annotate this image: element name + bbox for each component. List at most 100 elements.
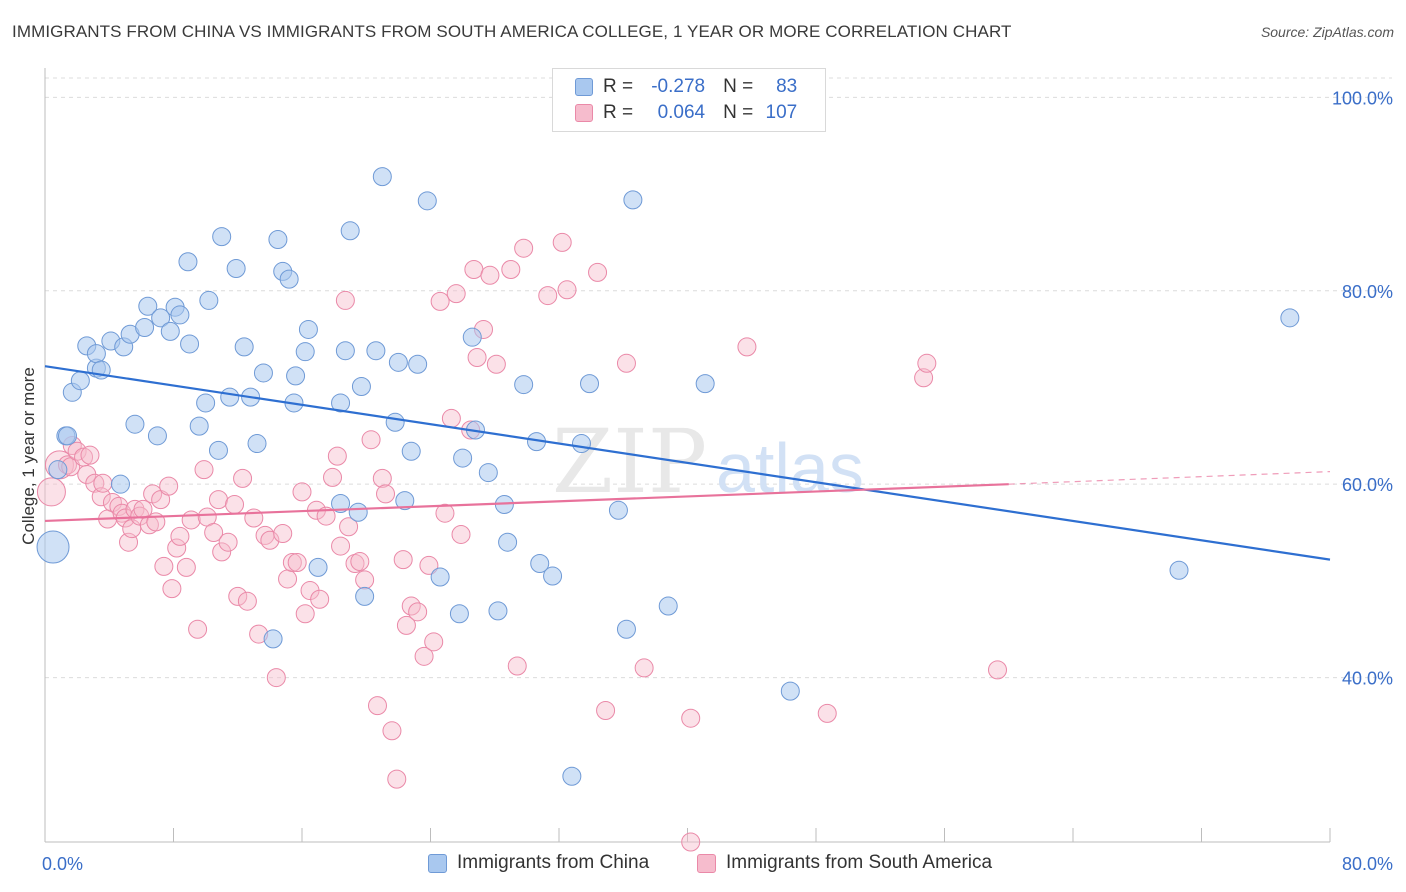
- south-america-point: [552, 232, 572, 252]
- chart-title: IMMIGRANTS FROM CHINA VS IMMIGRANTS FROM…: [12, 22, 1012, 41]
- south-america-point: [446, 284, 466, 304]
- china-points: [36, 167, 1300, 786]
- south-america-point: [292, 482, 312, 502]
- south-america-point: [80, 445, 100, 465]
- south-america-point: [557, 280, 577, 300]
- south-america-point: [538, 286, 558, 306]
- south-america-point: [681, 708, 701, 728]
- china-point: [234, 337, 254, 357]
- south-america-legend-label: Immigrants from South America: [726, 852, 993, 873]
- china-point: [138, 296, 158, 316]
- legend-item-china[interactable]: Immigrants from China: [428, 852, 649, 874]
- china-point: [478, 463, 498, 483]
- south-america-r-label: R =: [603, 102, 634, 123]
- china-point: [388, 352, 408, 372]
- china-point: [147, 426, 167, 446]
- south-america-point: [451, 524, 471, 544]
- south-america-point: [266, 668, 286, 688]
- south-america-point: [914, 368, 934, 388]
- china-point: [36, 530, 70, 564]
- china-point: [268, 230, 288, 250]
- china-point: [170, 305, 190, 325]
- south-america-point: [194, 460, 214, 480]
- china-n-value: 83: [776, 76, 798, 97]
- china-legend-label: Immigrants from China: [457, 852, 650, 873]
- south-america-point: [588, 262, 608, 282]
- china-point: [331, 494, 351, 514]
- china-point: [279, 269, 299, 289]
- south-america-point: [435, 503, 455, 523]
- south-america-trend-extension: [1008, 471, 1331, 485]
- south-america-point: [93, 473, 113, 493]
- south-america-point: [430, 291, 450, 311]
- china-point: [401, 441, 421, 461]
- south-america-point: [295, 604, 315, 624]
- china-point: [263, 629, 283, 649]
- china-point: [135, 318, 155, 338]
- china-point: [571, 434, 591, 454]
- china-point: [212, 227, 232, 247]
- south-america-point: [237, 591, 257, 611]
- south-america-point: [616, 353, 636, 373]
- china-r-value: -0.278: [651, 76, 706, 97]
- china-point: [453, 448, 473, 468]
- south-america-point: [681, 832, 701, 852]
- china-point: [372, 167, 392, 187]
- south-america-point: [486, 354, 506, 374]
- south-america-r-value: 0.064: [657, 102, 706, 123]
- china-point: [247, 434, 267, 454]
- south-america-point: [159, 476, 179, 496]
- south-america-point: [376, 484, 396, 504]
- china-point: [623, 190, 643, 210]
- china-trend-line: [44, 365, 1331, 561]
- china-point: [608, 500, 628, 520]
- y-axis-title: College, 1 year or more: [19, 367, 38, 545]
- china-point: [308, 557, 328, 577]
- china-point: [395, 491, 415, 511]
- tick-labels: 100.0% 80.0% 60.0% 40.0% 0.0% 80.0%: [42, 88, 1393, 874]
- china-point: [1169, 560, 1189, 580]
- south-america-point: [501, 259, 521, 279]
- south-america-point: [917, 353, 937, 373]
- trend-lines: [44, 365, 1331, 561]
- china-point: [335, 341, 355, 361]
- china-swatch: [575, 78, 593, 96]
- correlation-legend: R = -0.278 N = 83 R = 0.064 N = 107: [552, 68, 826, 132]
- south-america-point: [167, 538, 187, 558]
- china-point: [189, 416, 209, 436]
- china-point: [658, 596, 678, 616]
- south-america-point: [154, 556, 174, 576]
- china-point: [253, 363, 273, 383]
- south-america-point: [507, 656, 527, 676]
- x-tick-label: 0.0%: [42, 854, 83, 874]
- south-america-point: [225, 494, 245, 514]
- south-america-point: [335, 290, 355, 310]
- south-america-point: [382, 721, 402, 741]
- south-america-points: [36, 232, 1008, 852]
- y-tick-label: 40.0%: [1342, 669, 1393, 689]
- south-america-point: [414, 646, 434, 666]
- south-america-point: [387, 769, 407, 789]
- south-america-point: [514, 238, 534, 258]
- south-america-point: [204, 523, 224, 543]
- china-point: [530, 553, 550, 573]
- china-point: [514, 375, 534, 395]
- south-america-n-label: N =: [723, 102, 754, 123]
- china-point: [286, 366, 306, 386]
- legend-item-south-america[interactable]: Immigrants from South America: [697, 852, 992, 874]
- china-point: [780, 681, 800, 701]
- x-tick-label: 80.0%: [1342, 854, 1393, 874]
- south-america-point: [323, 467, 343, 487]
- south-america-point: [596, 700, 616, 720]
- south-america-legend-swatch: [697, 853, 716, 873]
- south-america-point: [367, 696, 387, 716]
- legend-row-south-america: R = 0.064 N = 107: [575, 100, 797, 126]
- south-america-point: [176, 557, 196, 577]
- china-point: [408, 354, 428, 374]
- south-america-point: [424, 632, 444, 652]
- china-point: [695, 374, 715, 394]
- south-america-point: [419, 555, 439, 575]
- south-america-point: [339, 517, 359, 537]
- south-america-point: [316, 506, 336, 526]
- south-america-n-value: 107: [765, 102, 798, 123]
